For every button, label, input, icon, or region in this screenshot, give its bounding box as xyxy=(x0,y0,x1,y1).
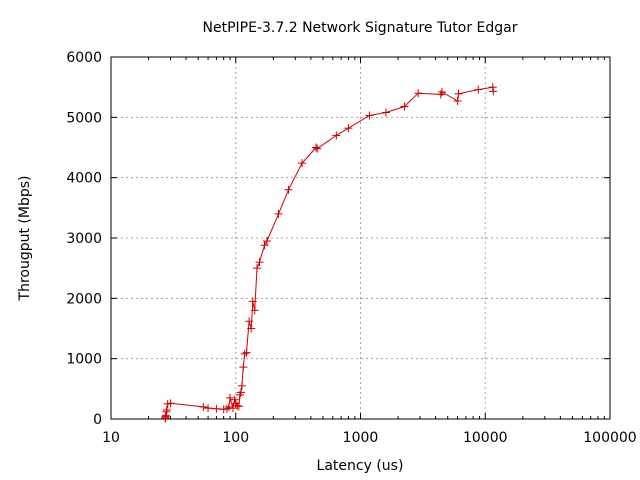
data-point xyxy=(313,144,322,153)
data-point xyxy=(298,159,307,168)
y-tick-label: 1000 xyxy=(66,352,102,368)
data-point xyxy=(219,405,228,414)
data-point xyxy=(199,402,208,411)
data-point xyxy=(204,404,213,413)
data-point xyxy=(228,404,237,413)
data-point xyxy=(162,405,171,414)
data-point xyxy=(222,404,231,413)
data-point xyxy=(274,209,283,218)
data-point xyxy=(255,258,264,267)
x-tick-label: 100000 xyxy=(583,430,636,446)
data-point xyxy=(474,85,483,94)
y-tick-label: 5000 xyxy=(66,110,102,126)
data-point xyxy=(332,131,341,140)
data-point xyxy=(248,297,257,306)
data-point xyxy=(161,411,170,420)
data-point xyxy=(242,348,251,357)
y-tick-label: 6000 xyxy=(66,50,102,66)
x-tick-label: 100 xyxy=(222,430,249,446)
data-point xyxy=(226,393,235,402)
x-tick-label: 10 xyxy=(102,430,120,446)
data-point xyxy=(212,404,221,413)
data-point xyxy=(284,185,293,194)
data-point xyxy=(236,388,245,397)
data-point xyxy=(239,363,248,372)
data-point xyxy=(252,264,261,273)
data-point xyxy=(312,143,321,152)
data-point xyxy=(247,324,256,333)
y-axis-label: Througput (Mbps) xyxy=(17,176,33,302)
series-line-layer xyxy=(164,86,494,419)
y-tick-label: 4000 xyxy=(66,171,102,187)
data-point xyxy=(414,89,423,98)
data-point xyxy=(344,124,353,133)
data-point xyxy=(245,317,254,326)
data-point xyxy=(489,87,498,96)
data-point xyxy=(365,111,374,120)
data-point xyxy=(237,381,246,390)
data-point xyxy=(224,402,233,411)
data-point xyxy=(260,241,269,250)
x-axis-label: Latency (us) xyxy=(317,458,404,474)
chart-title: NetPIPE-3.7.2 Network Signature Tutor Ed… xyxy=(203,20,518,36)
axis-ticks: 0 1000 2000 3000 4000 5000 6000 10 100 1000 10000 1… xyxy=(66,50,636,446)
data-point xyxy=(381,108,390,117)
data-point xyxy=(240,349,249,358)
x-tick-label: 1000 xyxy=(343,430,379,446)
data-point xyxy=(234,402,243,411)
data-point xyxy=(262,237,271,246)
y-tick-label: 2000 xyxy=(66,291,102,307)
data-point xyxy=(230,395,239,404)
data-point xyxy=(250,306,259,315)
data-point xyxy=(166,399,175,408)
data-point xyxy=(233,401,242,410)
data-point xyxy=(453,97,462,106)
series-line xyxy=(164,86,494,419)
grid xyxy=(111,57,610,419)
x-tick-label: 10000 xyxy=(463,430,508,446)
y-tick-label: 0 xyxy=(93,412,102,428)
y-tick-label: 3000 xyxy=(66,231,102,247)
series-points xyxy=(161,83,498,423)
data-point xyxy=(400,102,409,111)
data-point xyxy=(454,89,463,98)
data-point xyxy=(437,87,446,96)
